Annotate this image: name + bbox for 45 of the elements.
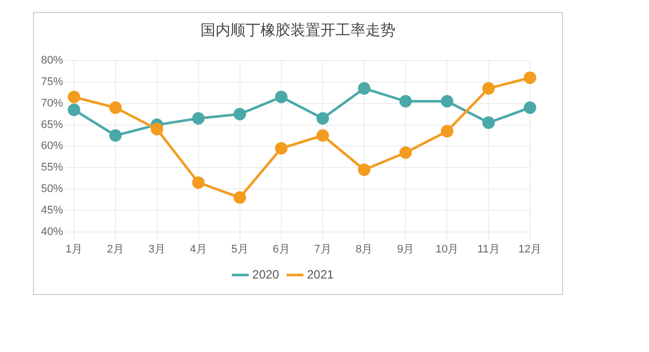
point: [399, 95, 412, 108]
point: [109, 129, 122, 142]
point: [316, 129, 329, 142]
y-tick-label: 45%: [40, 204, 64, 216]
point: [192, 112, 205, 125]
point: [399, 146, 412, 159]
y-tick-label: 60%: [40, 140, 64, 152]
point: [234, 191, 246, 204]
x-tick-label: 5月: [231, 243, 248, 256]
point: [524, 71, 536, 84]
y-tick-label: 40%: [40, 226, 64, 238]
y-tick-label: 80%: [40, 54, 64, 67]
y-tick-label: 55%: [40, 162, 64, 174]
y-tick-label: 75%: [40, 76, 64, 88]
x-tick-label: 2月: [106, 243, 124, 256]
point: [192, 176, 205, 189]
legend-label: 2020: [252, 267, 280, 282]
point: [358, 82, 370, 95]
point: [440, 95, 454, 108]
point: [440, 124, 454, 138]
x-tick-label: 10月: [435, 243, 459, 256]
point: [316, 112, 329, 125]
x-tick-label: 7月: [314, 243, 332, 256]
point: [275, 142, 288, 155]
chart-title: 国内顺丁橡胶装置开工率走势: [200, 21, 396, 40]
x-tick-label: 1月: [65, 243, 83, 256]
x-tick-label: 11月: [477, 243, 500, 256]
legend-label: 2021: [307, 267, 334, 282]
y-tick-label: 65%: [40, 118, 64, 131]
x-tick-label: 9月: [397, 243, 414, 256]
point: [275, 90, 288, 104]
point: [109, 101, 122, 114]
x-tick-label: 12月: [518, 243, 542, 256]
x-tick-label: 4月: [190, 243, 207, 256]
point: [150, 122, 164, 136]
point: [524, 101, 536, 114]
point: [234, 108, 246, 120]
x-tick-label: 3月: [148, 243, 166, 256]
x-tick-label: 8月: [356, 243, 373, 256]
x-tick-label: 6月: [272, 243, 290, 256]
point: [482, 116, 495, 129]
y-tick-label: 50%: [40, 183, 64, 196]
point: [358, 163, 370, 176]
point: [482, 82, 495, 95]
y-tick-label: 70%: [40, 97, 64, 110]
